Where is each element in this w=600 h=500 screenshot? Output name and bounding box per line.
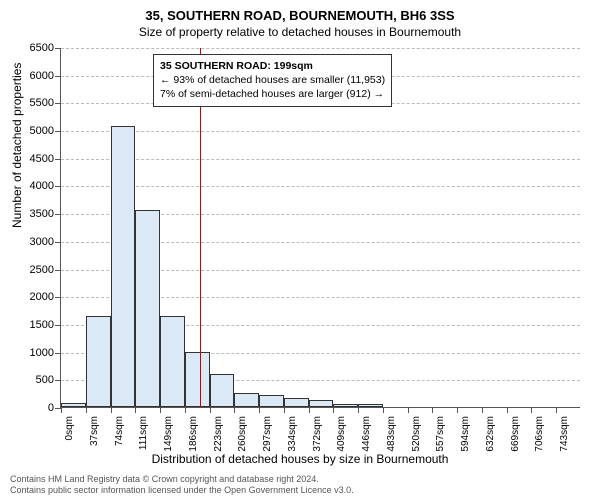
histogram-bar [111, 126, 136, 407]
x-tick [482, 407, 483, 413]
x-tick [507, 407, 508, 413]
y-tick [55, 353, 61, 354]
y-tick-label: 1000 [14, 347, 54, 359]
x-tick [358, 407, 359, 413]
y-tick [55, 242, 61, 243]
x-tick [61, 407, 62, 413]
footer-attribution: Contains HM Land Registry data © Crown c… [10, 474, 354, 497]
x-tick-label: 334sqm [287, 416, 298, 452]
y-tick [55, 131, 61, 132]
y-tick [55, 159, 61, 160]
footer-line-2: Contains public sector information licen… [10, 485, 354, 496]
footer-line-1: Contains HM Land Registry data © Crown c… [10, 474, 354, 485]
gridline [61, 131, 580, 132]
histogram-bar [160, 316, 185, 407]
x-tick-label: 37sqm [89, 416, 100, 446]
gridline [61, 48, 580, 49]
x-tick-label: 669sqm [510, 416, 521, 452]
y-tick-label: 2500 [14, 264, 54, 276]
x-tick [210, 407, 211, 413]
x-tick-label: 260sqm [237, 416, 248, 452]
annotation-line-3: 7% of semi-detached houses are larger (9… [160, 87, 385, 101]
x-tick [111, 407, 112, 413]
y-tick [55, 270, 61, 271]
y-tick-label: 500 [14, 374, 54, 386]
x-tick [333, 407, 334, 413]
x-tick [284, 407, 285, 413]
x-tick [259, 407, 260, 413]
x-tick [531, 407, 532, 413]
annotation-box: 35 SOUTHERN ROAD: 199sqm← 93% of detache… [153, 54, 392, 107]
x-tick-label: 186sqm [188, 416, 199, 452]
histogram-bar [333, 404, 358, 407]
histogram-bar [358, 404, 383, 407]
y-axis-label: Number of detached properties [10, 63, 24, 228]
x-tick-label: 297sqm [262, 416, 273, 452]
y-tick [55, 380, 61, 381]
x-tick-label: 223sqm [213, 416, 224, 452]
plot-region: 0500100015002000250030003500400045005000… [60, 48, 580, 408]
y-tick [55, 214, 61, 215]
histogram-bar [284, 398, 309, 407]
x-tick-label: 372sqm [312, 416, 323, 452]
x-tick [457, 407, 458, 413]
y-tick-label: 3000 [14, 236, 54, 248]
annotation-title: 35 SOUTHERN ROAD: 199sqm [160, 59, 385, 73]
histogram-bar [61, 403, 86, 407]
x-tick-label: 0sqm [64, 416, 75, 440]
histogram-bar [210, 374, 235, 407]
x-axis-label: Distribution of detached houses by size … [0, 452, 600, 466]
x-tick-label: 520sqm [411, 416, 422, 452]
x-tick [185, 407, 186, 413]
x-tick-label: 557sqm [435, 416, 446, 452]
y-tick-label: 4500 [14, 153, 54, 165]
y-tick-label: 6000 [14, 70, 54, 82]
x-tick-label: 149sqm [163, 416, 174, 452]
x-tick-label: 483sqm [386, 416, 397, 452]
x-tick-label: 74sqm [114, 416, 125, 446]
chart-area: 0500100015002000250030003500400045005000… [60, 48, 580, 408]
x-tick-label: 594sqm [460, 416, 471, 452]
y-tick-label: 0 [14, 402, 54, 414]
y-tick-label: 5500 [14, 97, 54, 109]
x-tick [234, 407, 235, 413]
y-tick [55, 48, 61, 49]
y-tick-label: 4000 [14, 180, 54, 192]
x-tick-label: 111sqm [138, 416, 149, 450]
y-tick-label: 1500 [14, 319, 54, 331]
x-tick [383, 407, 384, 413]
y-tick [55, 325, 61, 326]
x-tick [432, 407, 433, 413]
x-tick-label: 632sqm [485, 416, 496, 452]
histogram-bar [135, 210, 160, 407]
x-tick-label: 409sqm [336, 416, 347, 452]
y-tick-label: 3500 [14, 208, 54, 220]
x-tick [309, 407, 310, 413]
gridline [61, 159, 580, 160]
x-tick [160, 407, 161, 413]
y-tick-label: 5000 [14, 125, 54, 137]
x-tick [86, 407, 87, 413]
y-tick [55, 76, 61, 77]
histogram-bar [86, 316, 111, 407]
y-tick-label: 6500 [14, 42, 54, 54]
x-tick [135, 407, 136, 413]
histogram-bar [185, 352, 210, 407]
page-subtitle: Size of property relative to detached ho… [0, 23, 600, 43]
histogram-bar [234, 393, 259, 407]
y-tick [55, 186, 61, 187]
histogram-bar [259, 395, 284, 407]
x-tick-label: 446sqm [361, 416, 372, 452]
x-tick [556, 407, 557, 413]
x-tick-label: 706sqm [534, 416, 545, 452]
page-title: 35, SOUTHERN ROAD, BOURNEMOUTH, BH6 3SS [0, 0, 600, 23]
y-tick [55, 297, 61, 298]
annotation-line-2: ← 93% of detached houses are smaller (11… [160, 73, 385, 87]
x-tick [408, 407, 409, 413]
y-tick-label: 2000 [14, 291, 54, 303]
gridline [61, 186, 580, 187]
y-tick [55, 103, 61, 104]
x-tick-label: 743sqm [559, 416, 570, 452]
histogram-bar [309, 400, 334, 407]
